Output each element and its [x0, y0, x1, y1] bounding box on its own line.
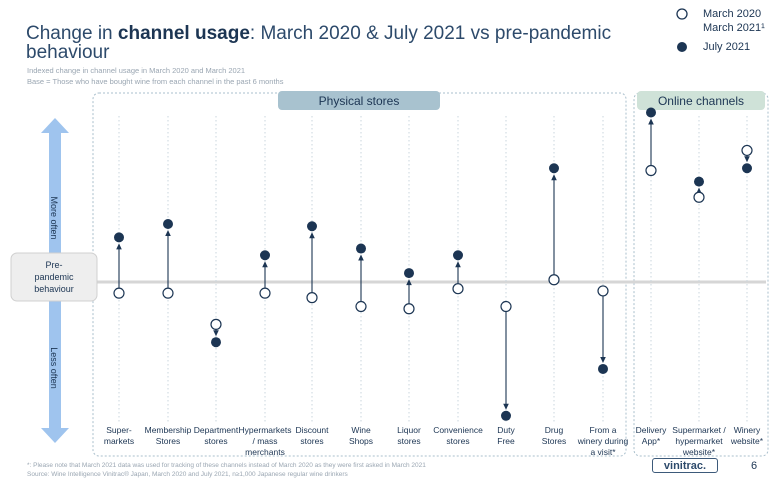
legend-march-marker	[676, 8, 688, 20]
category-label: Supermarket /	[672, 425, 726, 435]
category-label: winery during	[577, 436, 629, 446]
march-point	[210, 318, 222, 330]
category-label: Delivery	[636, 425, 667, 435]
change-arrowhead	[309, 232, 315, 239]
category-label: stores	[397, 436, 420, 446]
legend-march-label-1: March 2020	[703, 8, 762, 20]
category-label: stores	[446, 436, 469, 446]
footnote: *: Please note that March 2021 data was …	[27, 462, 426, 469]
march-point	[645, 164, 657, 177]
category-label: Wine	[351, 425, 371, 435]
category-label: Stores	[542, 436, 567, 446]
category-label: Super-	[106, 425, 132, 435]
category-label: App*	[642, 436, 661, 446]
change-arrowhead	[551, 174, 557, 181]
legend-july-marker	[677, 42, 687, 52]
july-point	[742, 163, 752, 174]
july-point	[694, 176, 704, 187]
march-point	[355, 300, 367, 313]
july-point	[260, 250, 270, 261]
physical-stores-header-bg	[278, 91, 440, 110]
july-point	[453, 250, 463, 261]
july-point	[549, 163, 559, 174]
category-label: website*	[730, 436, 764, 446]
change-arrowhead	[213, 330, 219, 337]
chart-subtitle-1: Indexed change in channel usage in March…	[27, 66, 246, 75]
category-label: Department	[194, 425, 239, 435]
category-label: From a	[590, 425, 617, 435]
category-label: markets	[104, 436, 134, 446]
change-arrowhead	[455, 261, 461, 268]
category-label: Winery	[734, 425, 761, 435]
chart-title-line2: behaviour	[26, 42, 110, 63]
july-point	[356, 243, 366, 254]
page-number: 6	[751, 460, 758, 472]
category-label: stores	[300, 436, 323, 446]
baseline-label-line-1: Pre-	[45, 260, 62, 270]
axis-more-often-label: More often	[49, 196, 59, 239]
category-label: Duty	[497, 425, 515, 435]
online-channels-header-bg	[637, 91, 765, 110]
legend-july-label: July 2021	[703, 41, 751, 53]
baseline-label-line-3: behaviour	[34, 284, 74, 294]
change-arrowhead	[358, 254, 364, 261]
july-point	[404, 268, 414, 279]
category-label: Free	[497, 436, 515, 446]
march-point	[113, 287, 125, 299]
march-point	[741, 144, 753, 157]
vinitrac-logo: vinitrac.	[652, 458, 718, 473]
march-point	[403, 303, 415, 315]
category-label: Hypermarkets	[239, 425, 292, 435]
category-label: Shops	[349, 436, 373, 446]
change-arrowhead	[744, 156, 750, 163]
axis-less-often-label: Less often	[49, 347, 59, 389]
march-point	[452, 283, 464, 295]
change-arrowhead	[116, 243, 122, 250]
july-point	[501, 410, 511, 421]
july-point	[114, 232, 124, 243]
category-label: / mass	[252, 436, 277, 446]
march-point	[693, 191, 705, 203]
category-label: Liquor	[397, 425, 421, 435]
change-arrowhead	[165, 230, 171, 237]
category-label: Drug	[545, 425, 564, 435]
july-point	[163, 219, 173, 230]
july-point	[646, 107, 656, 118]
chart-subtitle-2: Base = Those who have bought wine from e…	[27, 77, 284, 86]
july-point	[307, 221, 317, 232]
category-label: website*	[682, 447, 716, 457]
march-point	[162, 287, 174, 299]
source-note: Source: Wine Intelligence Vinitrac® Japa…	[27, 471, 348, 478]
baseline-label-line-2: pandemic	[34, 272, 74, 282]
change-arrowhead	[503, 403, 509, 410]
chart-title: Change in channel usage: March 2020 & Ju…	[26, 23, 612, 44]
category-label: Stores	[156, 436, 181, 446]
july-point	[598, 363, 608, 374]
physical-stores-header: Physical stores	[319, 94, 400, 108]
category-label: Convenience	[433, 425, 483, 435]
change-arrowhead	[648, 118, 654, 125]
change-arrowhead	[262, 261, 268, 268]
online-channels-header: Online channels	[658, 94, 744, 108]
category-label: a visit*	[590, 447, 616, 457]
march-point	[259, 287, 271, 299]
baseline-label-box	[10, 252, 98, 302]
category-label: Membership	[145, 425, 192, 435]
category-label: Discount	[295, 425, 329, 435]
legend-march-label-2: March 2021¹	[703, 22, 765, 34]
category-label: hypermarket	[675, 436, 723, 446]
march-point	[548, 274, 560, 286]
category-label: stores	[204, 436, 227, 446]
change-arrowhead	[600, 356, 606, 363]
march-point	[500, 300, 512, 313]
change-arrowhead	[406, 279, 412, 286]
march-point	[597, 285, 609, 297]
physical-stores-box	[92, 92, 627, 457]
march-point	[306, 292, 318, 304]
category-label: merchants	[245, 447, 285, 457]
july-point	[211, 337, 221, 348]
